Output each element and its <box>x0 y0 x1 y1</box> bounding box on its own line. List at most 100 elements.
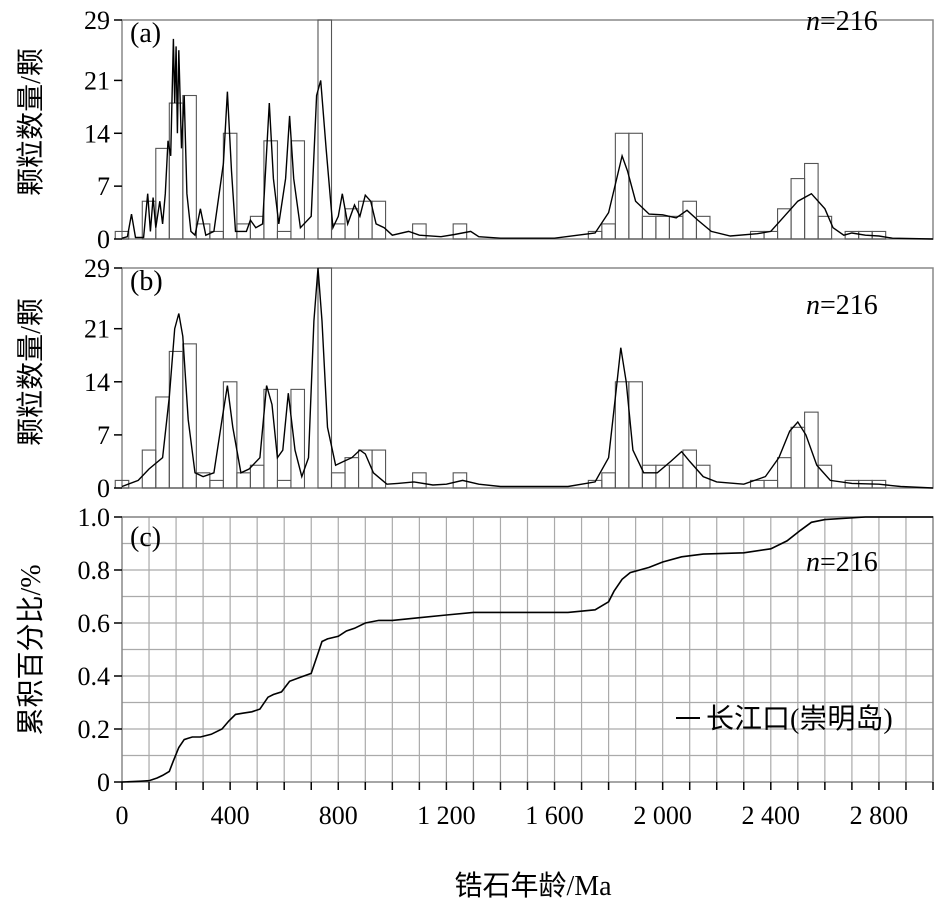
panel-b-label: (b) <box>130 266 163 297</box>
histogram-bar <box>695 464 711 489</box>
histogram-bar <box>317 267 333 489</box>
y-tick-label: 7 <box>97 421 110 450</box>
panel-c-n-label: n=216 <box>806 547 878 578</box>
panel-b-n-prefix: n <box>806 290 820 321</box>
histogram-bar <box>209 479 224 489</box>
x-tick-label: 1 600 <box>525 801 584 830</box>
panel-a-n-suffix: =216 <box>820 6 878 37</box>
panel-a-y-ticks: 0 7 14 21 29 <box>84 6 122 254</box>
histogram-bar <box>290 388 306 489</box>
panel-a-histogram <box>114 19 887 240</box>
y-tick-label: 0.6 <box>78 609 111 638</box>
panel-a-label: (a) <box>130 18 161 49</box>
histogram-bar <box>317 19 333 240</box>
panel-c-n-suffix: =216 <box>820 547 878 578</box>
histogram-bar <box>790 178 806 240</box>
x-tick-label: 0 <box>116 801 129 830</box>
panel-b-histogram <box>114 267 887 489</box>
y-tick-label: 1.0 <box>78 503 111 532</box>
histogram-bar <box>371 200 387 240</box>
histogram-bar <box>452 472 468 489</box>
y-tick-label: 0.2 <box>78 715 111 744</box>
panel-c-x-ticks: 0 400 800 1 200 1 600 2 000 2 400 2 800 <box>116 782 934 830</box>
histogram-bar <box>195 223 211 240</box>
y-tick-label: 29 <box>84 6 110 35</box>
histogram-bar <box>330 472 346 489</box>
x-tick-label: 400 <box>211 801 250 830</box>
x-tick-label: 2 400 <box>742 801 801 830</box>
y-tick-label: 0.8 <box>78 556 111 585</box>
panel-a-n-label: n=216 <box>806 6 878 37</box>
panel-a: 0 7 14 21 29 (a) n=216 颗粒数量/颗 <box>15 6 934 254</box>
y-tick-label: 0 <box>97 474 110 503</box>
histogram-bar <box>628 381 643 489</box>
panel-c-y-ticks: 0 0.2 0.4 0.6 0.8 1.0 <box>78 503 122 797</box>
panel-c: 0 0.2 0.4 0.6 0.8 1.0 0 400 800 1 200 1 600 2 000 2… <box>15 503 934 902</box>
histogram-bar <box>614 381 630 489</box>
histogram-bar <box>357 449 373 489</box>
histogram-bar <box>763 479 779 489</box>
y-tick-label: 0.4 <box>78 662 111 691</box>
y-tick-label: 14 <box>84 368 110 397</box>
panel-c-label: (c) <box>130 522 161 553</box>
histogram-bar <box>668 215 684 240</box>
histogram-bar <box>628 132 643 240</box>
histogram-bar <box>412 472 427 489</box>
histogram-bar <box>790 426 806 489</box>
panel-a-frame <box>121 19 934 240</box>
x-tick-label: 2 000 <box>633 801 692 830</box>
histogram-bar <box>682 200 698 240</box>
histogram-bar <box>655 215 670 240</box>
panel-a-n-prefix: n <box>806 6 820 37</box>
panel-b-frame <box>121 267 934 489</box>
histogram-bar <box>412 223 427 240</box>
x-tick-label: 800 <box>319 801 358 830</box>
legend: 长江口(崇明岛) <box>676 703 893 735</box>
histogram-bar <box>182 94 197 240</box>
y-tick-label: 29 <box>84 254 110 283</box>
histogram-bar <box>817 464 833 489</box>
histogram-bar <box>452 223 468 240</box>
panel-b-y-ticks: 0 7 14 21 29 <box>84 254 122 503</box>
histogram-bar <box>668 464 684 489</box>
histogram-bar <box>290 140 306 240</box>
histogram-bar <box>276 479 292 489</box>
panel-a-density-curve <box>121 38 934 240</box>
histogram-bar <box>817 215 833 240</box>
histogram-bar <box>357 200 373 240</box>
histogram-bar <box>804 162 819 240</box>
histogram-bar <box>222 381 238 489</box>
histogram-bar <box>804 411 819 489</box>
panel-c-n-prefix: n <box>806 547 820 578</box>
histogram-bar <box>601 223 616 240</box>
y-tick-label: 21 <box>84 66 110 95</box>
histogram-bar <box>263 388 278 489</box>
legend-entry: 长江口(崇明岛) <box>706 703 893 735</box>
x-axis-label: 锆石年龄/Ma <box>454 870 612 902</box>
histogram-bar <box>641 215 657 240</box>
y-tick-label: 7 <box>97 172 110 201</box>
histogram-bar <box>641 464 657 489</box>
histogram-bar <box>601 472 616 489</box>
histogram-bar <box>344 457 360 489</box>
histogram-bar <box>371 449 387 489</box>
histogram-bar <box>777 208 792 240</box>
y-tick-label: 21 <box>84 315 110 344</box>
histogram-bar <box>614 132 630 240</box>
panel-c-gridlines <box>122 516 933 782</box>
histogram-bar <box>236 472 251 489</box>
panel-c-y-axis-label: 累积百分比/% <box>15 564 47 735</box>
panel-b-n-suffix: =216 <box>820 290 878 321</box>
histogram-bar <box>249 464 265 489</box>
y-tick-label: 14 <box>84 119 110 148</box>
histogram-bar <box>182 343 197 489</box>
histogram-bar <box>276 230 292 240</box>
panel-b-n-label: n=216 <box>806 290 878 321</box>
histogram-bar <box>695 215 711 240</box>
panel-b: 0 7 14 21 29 (b) n=216 颗粒数量/颗 <box>15 254 934 503</box>
y-tick-label: 0 <box>97 225 110 254</box>
panel-c-cumulative-curve <box>121 516 933 783</box>
histogram-bar <box>777 457 792 489</box>
panel-b-density-curve <box>121 267 934 489</box>
